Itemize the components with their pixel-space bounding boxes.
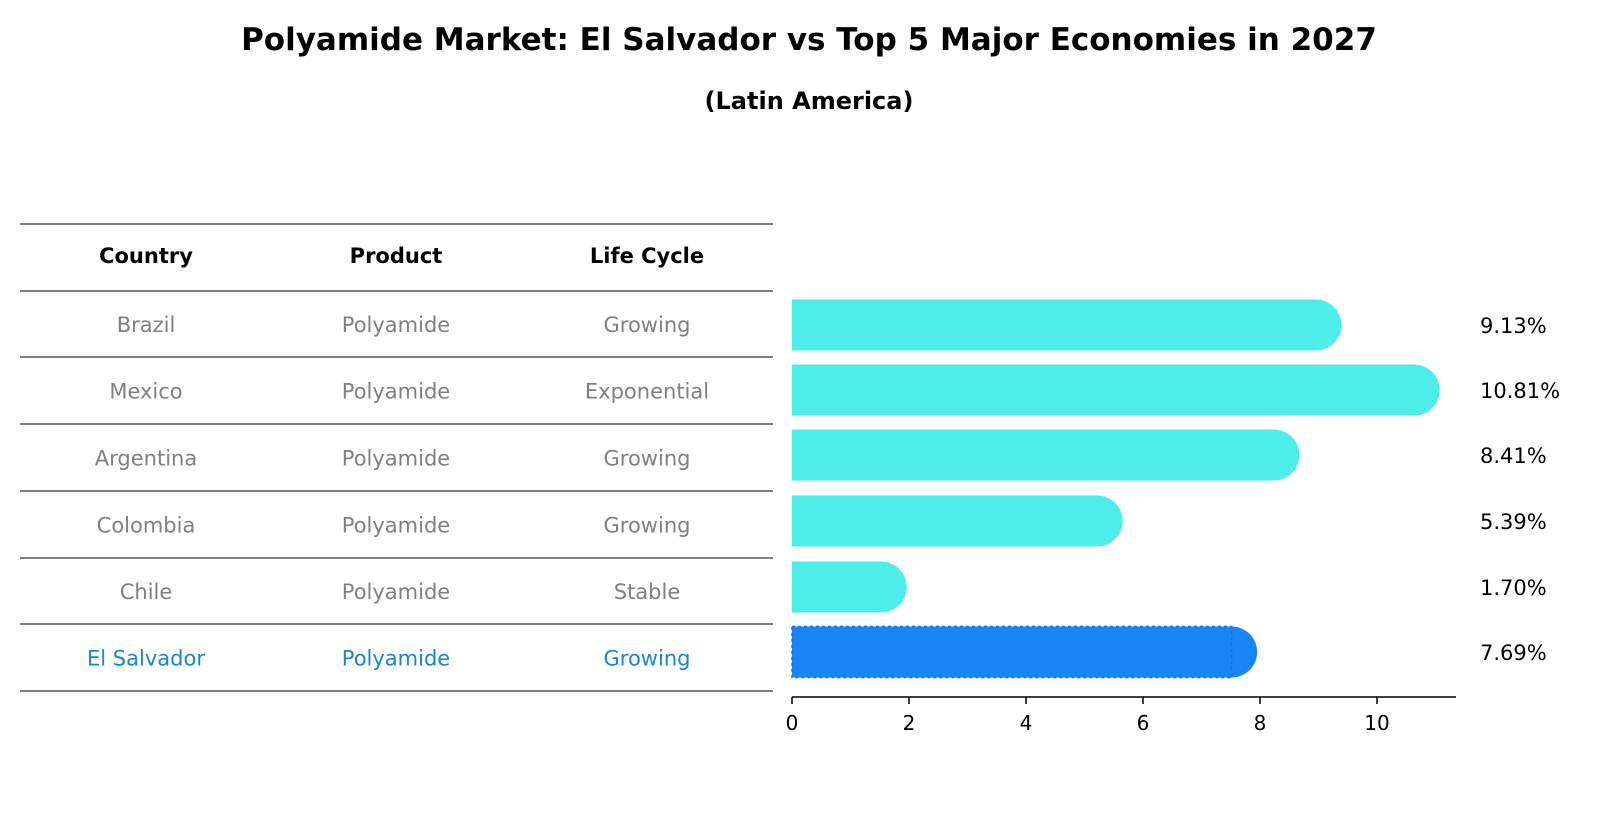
life-cycle-cell: Stable bbox=[614, 580, 681, 604]
bar-body bbox=[792, 495, 1098, 547]
product-cell: Polyamide bbox=[342, 447, 450, 471]
table-row: El Salvador Polyamide Growing bbox=[87, 647, 690, 671]
product-cell: Polyamide bbox=[342, 580, 450, 604]
bar-cap bbox=[1388, 364, 1440, 416]
bar-cap bbox=[1206, 626, 1258, 678]
bar-brazil bbox=[792, 299, 1342, 351]
x-axis: 0 2 4 6 8 10 bbox=[786, 696, 1456, 735]
life-cycle-cell: Exponential bbox=[585, 380, 709, 404]
life-cycle-cell: Growing bbox=[604, 647, 691, 671]
value-label: 1.70% bbox=[1480, 576, 1547, 600]
chart-title: Polyamide Market: El Salvador vs Top 5 M… bbox=[241, 22, 1377, 58]
country-cell: Colombia bbox=[97, 514, 196, 538]
bar-cap bbox=[1290, 299, 1342, 351]
chart-subtitle: (Latin America) bbox=[705, 87, 914, 115]
table-row: Mexico Polyamide Exponential bbox=[109, 380, 709, 404]
product-cell: Polyamide bbox=[342, 514, 450, 538]
bar-chile bbox=[792, 561, 907, 613]
value-label: 8.41% bbox=[1480, 444, 1547, 468]
x-tick-label: 4 bbox=[1020, 711, 1033, 735]
bar-mexico bbox=[792, 364, 1440, 416]
bar-colombia bbox=[792, 495, 1123, 547]
product-cell: Polyamide bbox=[342, 313, 450, 337]
value-label: 5.39% bbox=[1480, 510, 1547, 534]
bar-body bbox=[792, 299, 1316, 351]
country-cell: Argentina bbox=[95, 447, 197, 471]
country-cell: Chile bbox=[120, 580, 173, 604]
x-tick-label: 2 bbox=[903, 711, 916, 735]
bar-cap bbox=[1071, 495, 1123, 547]
product-header: Product bbox=[350, 244, 443, 268]
table-row: Brazil Polyamide Growing bbox=[117, 313, 691, 337]
bar-body bbox=[792, 364, 1415, 416]
table-row: Argentina Polyamide Growing bbox=[95, 447, 691, 471]
life-cycle-header: Life Cycle bbox=[590, 244, 704, 268]
value-label: 7.69% bbox=[1480, 641, 1547, 665]
table-row: Colombia Polyamide Growing bbox=[97, 514, 691, 538]
bar-el-salvador bbox=[791, 625, 1258, 679]
bar-body bbox=[792, 626, 1232, 678]
country-cell: Mexico bbox=[109, 380, 182, 404]
data-table: Country Product Life Cycle Brazil Polyamide G… bbox=[20, 223, 773, 692]
life-cycle-cell: Growing bbox=[604, 447, 691, 471]
country-header: Country bbox=[99, 244, 193, 268]
x-tick-label: 10 bbox=[1364, 711, 1389, 735]
country-cell: El Salvador bbox=[87, 647, 205, 671]
country-cell: Brazil bbox=[117, 313, 176, 337]
life-cycle-cell: Growing bbox=[604, 514, 691, 538]
bar-cap bbox=[855, 561, 907, 613]
x-tick-label: 8 bbox=[1254, 711, 1267, 735]
x-tick-label: 6 bbox=[1137, 711, 1150, 735]
product-cell: Polyamide bbox=[342, 380, 450, 404]
product-cell: Polyamide bbox=[342, 647, 450, 671]
bar-body bbox=[792, 429, 1274, 481]
bar-argentina bbox=[792, 429, 1300, 481]
bar-highlight-outline bbox=[791, 625, 1233, 679]
life-cycle-cell: Growing bbox=[604, 313, 691, 337]
value-label: 10.81% bbox=[1480, 379, 1560, 403]
bar-chart: 9.13% 10.81% 8.41% 5.39% 1.70% 7.69% bbox=[791, 299, 1560, 679]
bar-cap bbox=[1248, 429, 1300, 481]
x-tick-label: 0 bbox=[786, 711, 799, 735]
value-label: 9.13% bbox=[1480, 314, 1547, 338]
table-row: Chile Polyamide Stable bbox=[120, 580, 681, 604]
